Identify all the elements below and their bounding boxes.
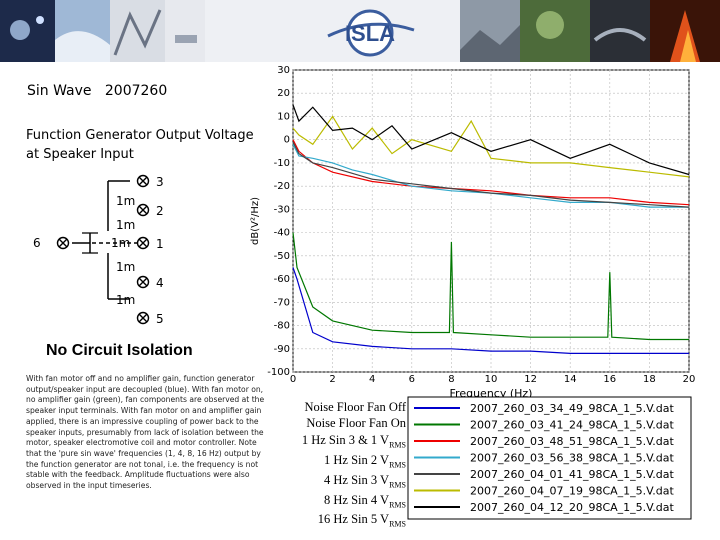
section-heading: No Circuit Isolation — [46, 342, 193, 359]
x-tick-label: 12 — [524, 374, 537, 385]
y-tick-label: -60 — [274, 274, 290, 285]
series-line-6 — [292, 115, 690, 178]
banner-image-6 — [520, 0, 590, 62]
schematic-left-label: 6 — [33, 236, 41, 250]
condition-item: Noise Floor Fan Off — [304, 400, 406, 414]
x-tick-label: 8 — [448, 374, 454, 385]
resistor-label-4: 1m — [116, 260, 135, 274]
legend-entry-2: 2007_260_03_41_24_98CA_1_5.V.dat — [470, 419, 675, 432]
y-tick-label: 0 — [284, 135, 290, 146]
y-tick-label: -100 — [267, 367, 290, 378]
banner-image-7 — [590, 0, 650, 62]
slide-subtitle: Function Generator Output Voltage at Spe… — [26, 128, 254, 162]
resistor-label-5: 1m — [116, 293, 135, 307]
legend-entry-4: 2007_260_03_56_38_98CA_1_5.V.dat — [470, 452, 675, 465]
y-tick-label: -80 — [274, 321, 290, 332]
condition-item: 8 Hz Sin 4 VRMS — [324, 492, 406, 510]
y-tick-label: 20 — [277, 88, 290, 99]
node-label-5: 5 — [156, 312, 164, 326]
logo-text: ISLA — [345, 21, 395, 46]
y-tick-label: 30 — [277, 65, 290, 76]
isla-logo: ISLA — [327, 9, 415, 57]
x-tick-label: 20 — [683, 374, 696, 385]
y-tick-label: -70 — [274, 297, 290, 308]
y-tick-label: -50 — [274, 251, 290, 262]
node-2-symbol — [136, 203, 150, 217]
x-tick-label: 0 — [290, 374, 296, 385]
series-line-1 — [292, 267, 689, 354]
condition-item: 1 Hz Sin 2 VRMS — [324, 452, 406, 470]
node-label-1: 1 — [156, 237, 164, 251]
legend-entry-1: 2007_260_03_34_49_98CA_1_5.V.dat — [470, 402, 675, 415]
resistor-label-1: 1m — [116, 194, 135, 208]
node-3-symbol — [136, 174, 150, 188]
node-6-symbol — [56, 236, 70, 250]
legend-entry-5: 2007_260_04_01_41_98CA_1_5.V.dat — [470, 468, 675, 481]
y-tick-label: -30 — [274, 204, 290, 215]
resistor-label-3: 1m — [111, 236, 130, 250]
legend-entry-7: 2007_260_04_12_20_98CA_1_5.V.dat — [470, 501, 675, 514]
series-line-2 — [292, 232, 689, 341]
series-line-5 — [292, 141, 690, 208]
node-label-4: 4 — [156, 276, 164, 290]
node-label-3: 3 — [156, 175, 164, 189]
banner-image-5 — [460, 0, 520, 62]
y-tick-label: -10 — [274, 158, 290, 169]
resistor-label-2: 1m — [116, 218, 135, 232]
node-1-symbol — [136, 236, 150, 250]
condition-item: 16 Hz Sin 5 VRMS — [317, 512, 406, 529]
condition-item: 4 Hz Sin 3 VRMS — [324, 472, 406, 490]
node-4-symbol — [136, 275, 150, 289]
banner-image-4 — [165, 0, 205, 62]
conditions-list: Noise Floor Fan Off Noise Floor Fan On 1… — [286, 400, 406, 532]
series-line-7 — [292, 104, 690, 176]
x-tick-label: 10 — [485, 374, 498, 385]
header-banner: ISLA — [0, 0, 720, 62]
plot-area — [292, 69, 690, 373]
condition-item: Noise Floor Fan On — [306, 416, 406, 431]
condition-item: 1 Hz Sin 3 & 1 VRMS — [301, 432, 406, 450]
x-tick-label: 2 — [329, 374, 335, 385]
y-tick-label: -90 — [274, 344, 290, 355]
y-tick-label: -40 — [274, 228, 290, 239]
description-text: With fan motor off and no amplifier gain… — [26, 374, 265, 491]
x-tick-label: 14 — [564, 374, 577, 385]
y-tick-label: 10 — [277, 111, 290, 122]
banner-image-2 — [55, 0, 110, 62]
banner-image-8 — [650, 0, 720, 62]
y-axis-label: dB(V²/Hz) — [250, 197, 261, 245]
y-tick-label: -20 — [274, 181, 290, 192]
x-tick-label: 4 — [369, 374, 375, 385]
x-tick-label: 18 — [643, 374, 656, 385]
node-label-2: 2 — [156, 204, 164, 218]
legend-entry-3: 2007_260_03_48_51_98CA_1_5.V.dat — [470, 435, 675, 448]
x-tick-label: 16 — [603, 374, 616, 385]
x-tick-label: 6 — [409, 374, 415, 385]
node-5-symbol — [136, 311, 150, 325]
banner-image-3 — [110, 0, 165, 62]
banner-image-1 — [0, 0, 55, 62]
legend-entry-6: 2007_260_04_07_19_98CA_1_5.V.dat — [470, 485, 675, 498]
slide-title: Sin Wave 2007260 — [27, 83, 168, 99]
